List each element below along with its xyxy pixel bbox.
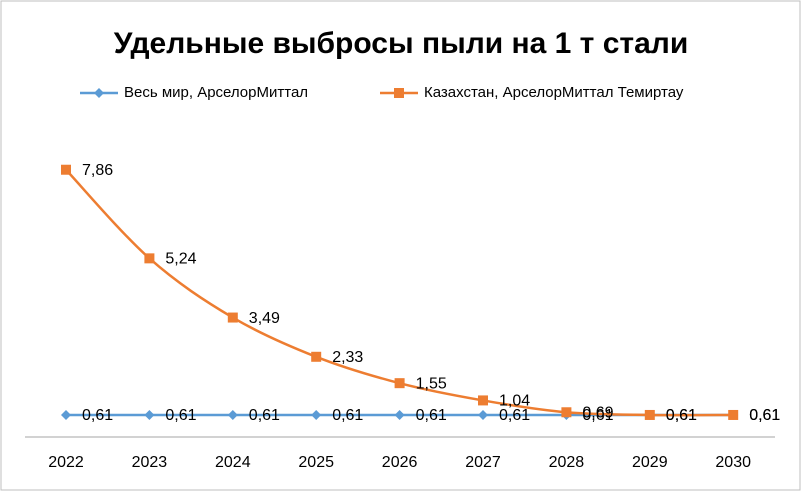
x-tick-label: 2029	[632, 454, 668, 471]
data-label: 0,61	[82, 407, 113, 424]
data-point	[61, 164, 71, 175]
x-tick-label: 2027	[465, 454, 501, 471]
data-label: 0,61	[332, 407, 363, 424]
data-label: 0,61	[249, 407, 280, 424]
legend-label: Весь мир, АрселорМиттал	[124, 84, 308, 101]
data-label: 3,49	[249, 310, 280, 327]
data-label: 5,24	[165, 251, 196, 268]
data-point	[394, 378, 405, 389]
x-tick-label: 2028	[549, 454, 585, 471]
data-point	[394, 409, 405, 420]
data-label: 0,69	[582, 404, 613, 421]
chart-title: Удельные выбросы пыли на 1 т стали	[114, 27, 689, 60]
data-label: 0,61	[666, 407, 697, 424]
data-label: 0,61	[582, 407, 613, 424]
data-point	[644, 409, 655, 420]
data-label: 1,55	[416, 375, 447, 392]
data-point	[227, 409, 238, 420]
data-point	[311, 409, 322, 420]
data-label: 7,86	[82, 162, 113, 179]
data-point	[144, 409, 155, 420]
data-point	[227, 312, 238, 323]
data-label: 2,33	[332, 349, 363, 366]
data-point	[144, 253, 155, 264]
x-tick-label: 2026	[382, 454, 418, 471]
x-tick-label: 2023	[132, 454, 168, 471]
data-point	[311, 351, 322, 362]
x-tick-label: 2022	[48, 454, 84, 471]
data-label: 1,04	[499, 393, 530, 410]
legend-label: Казахстан, АрселорМиттал Темиртау	[424, 84, 684, 101]
x-tick-label: 2030	[715, 454, 751, 471]
data-point	[478, 395, 488, 406]
x-tick-label: 2024	[215, 454, 251, 471]
data-point	[478, 409, 488, 420]
data-label: 0,61	[499, 407, 530, 424]
data-point	[728, 409, 739, 420]
legend-marker	[94, 88, 104, 98]
data-label: 0,61	[165, 407, 196, 424]
data-label: 0,61	[749, 407, 780, 424]
data-point	[561, 407, 572, 418]
data-label: 0,61	[416, 407, 447, 424]
data-point	[61, 409, 71, 420]
data-label: 0,61	[749, 407, 780, 424]
legend-marker	[394, 88, 404, 98]
x-tick-label: 2025	[298, 454, 334, 471]
